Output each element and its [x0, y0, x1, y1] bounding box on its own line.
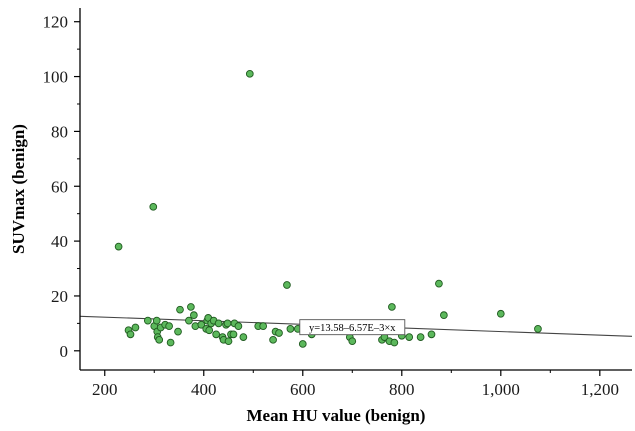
data-point	[185, 316, 193, 325]
data-point	[152, 316, 161, 325]
data-point	[275, 329, 283, 337]
data-point	[534, 325, 542, 333]
data-point	[496, 309, 505, 318]
x-tick-label: 400	[191, 380, 217, 399]
data-point	[416, 333, 425, 341]
data-point	[224, 337, 233, 346]
data-point	[388, 303, 396, 311]
data-point	[239, 333, 248, 341]
y-tick-label: 80	[51, 122, 68, 141]
data-point	[190, 311, 198, 320]
data-point	[435, 279, 443, 288]
data-point	[205, 326, 214, 335]
ticks-layer: 200 400 600 800 1,000 1,200 0 20 40 60 80 100 120	[43, 13, 619, 399]
data-point	[155, 335, 164, 344]
data-point	[405, 333, 414, 341]
data-point	[269, 335, 277, 344]
data-point	[197, 320, 206, 329]
x-tick-label: 1,200	[581, 380, 619, 399]
data-point	[212, 330, 220, 339]
x-tick-label: 600	[290, 380, 316, 399]
data-point	[348, 337, 357, 346]
fit-equation-frame	[299, 319, 406, 336]
data-point	[245, 69, 254, 78]
x-axis-title: Mean HU value (benign)	[247, 406, 426, 425]
data-point	[390, 338, 399, 347]
data-point	[149, 202, 158, 211]
data-point	[187, 303, 195, 311]
data-point	[229, 330, 238, 339]
data-points-layer	[114, 69, 542, 348]
y-tick-label: 0	[60, 342, 69, 361]
data-point	[223, 319, 232, 328]
data-point	[166, 338, 175, 347]
y-axis-title: SUVmax (benign)	[9, 124, 28, 254]
fit-equation-box: y=13.58–6.57E–3×x	[299, 319, 406, 336]
data-point	[143, 316, 152, 325]
x-tick-label: 200	[92, 380, 118, 399]
data-point	[440, 311, 448, 320]
data-point	[259, 322, 268, 330]
axes-layer	[79, 8, 632, 371]
data-point	[214, 319, 223, 328]
data-point	[174, 327, 182, 336]
data-point	[283, 281, 291, 289]
y-tick-label: 20	[51, 287, 68, 306]
x-tick-label: 1,000	[482, 380, 520, 399]
x-tick-label: 800	[389, 380, 415, 399]
data-point	[165, 322, 173, 330]
y-tick-label: 60	[51, 177, 68, 196]
data-point	[298, 340, 307, 348]
data-point	[286, 325, 295, 333]
fit-equation-label: y=13.58–6.57E–3×x	[309, 323, 396, 334]
data-point	[114, 242, 123, 251]
data-point	[131, 323, 140, 332]
data-point	[176, 305, 184, 314]
data-point	[427, 330, 436, 339]
y-tick-label: 40	[51, 232, 68, 251]
data-point	[126, 330, 135, 339]
y-tick-label: 100	[43, 68, 69, 87]
y-tick-label: 120	[43, 13, 69, 32]
data-point	[234, 322, 243, 330]
